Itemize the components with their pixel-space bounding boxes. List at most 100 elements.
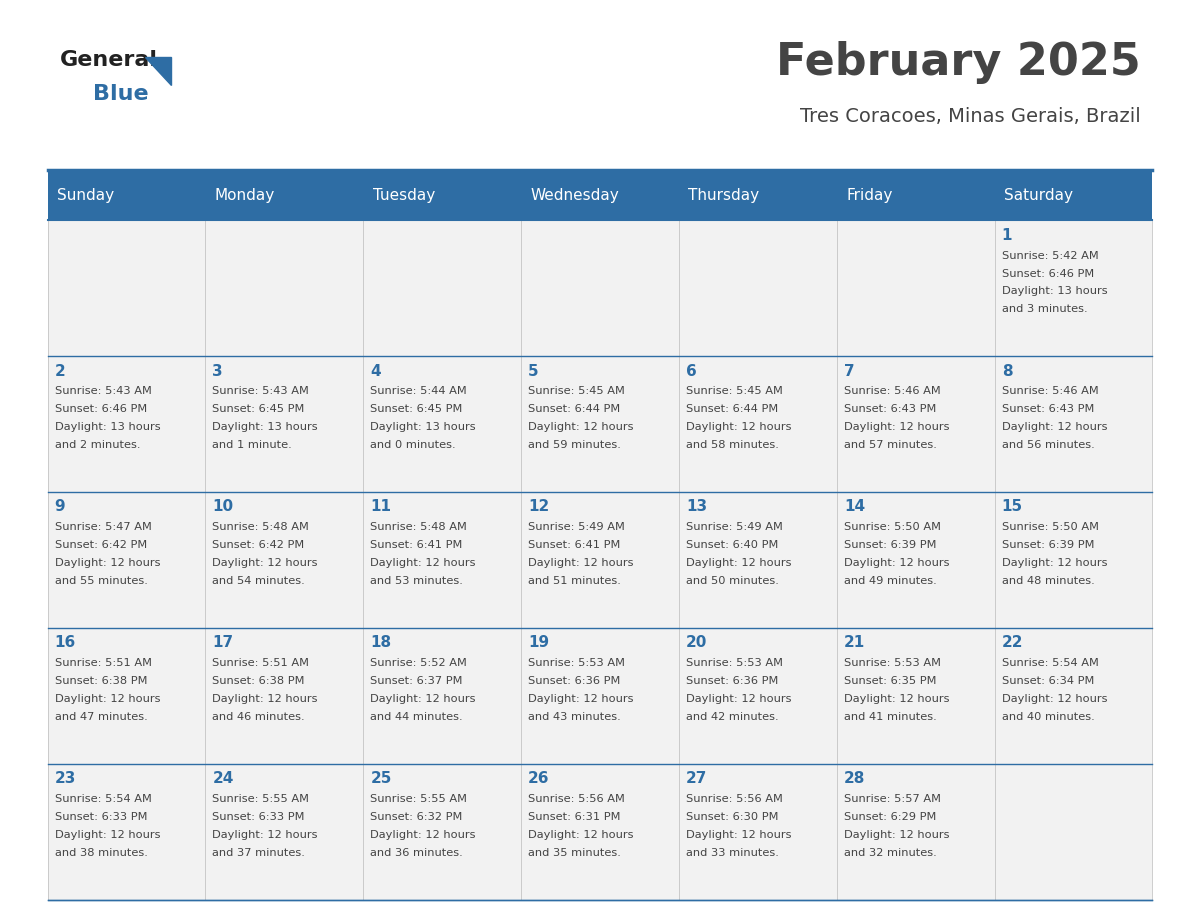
Bar [48, 356, 206, 492]
Text: Daylight: 12 hours: Daylight: 12 hours [529, 558, 633, 568]
Bar [994, 492, 1152, 628]
Text: and 56 minutes.: and 56 minutes. [1001, 441, 1094, 450]
Bar [522, 220, 678, 356]
Text: and 38 minutes.: and 38 minutes. [55, 847, 147, 857]
Text: and 49 minutes.: and 49 minutes. [843, 577, 936, 586]
Text: Daylight: 12 hours: Daylight: 12 hours [213, 830, 318, 840]
Text: 9: 9 [55, 499, 65, 514]
Text: 10: 10 [213, 499, 234, 514]
Text: Daylight: 12 hours: Daylight: 12 hours [55, 558, 160, 568]
Bar [48, 170, 1152, 220]
Text: Sunrise: 5:52 AM: Sunrise: 5:52 AM [371, 658, 467, 668]
Text: Sunday: Sunday [57, 187, 114, 203]
Text: Sunset: 6:40 PM: Sunset: 6:40 PM [685, 540, 778, 550]
Text: and 55 minutes.: and 55 minutes. [55, 577, 147, 586]
Text: Sunset: 6:43 PM: Sunset: 6:43 PM [1001, 405, 1094, 414]
Text: Sunrise: 5:43 AM: Sunrise: 5:43 AM [55, 386, 152, 397]
Text: Thursday: Thursday [688, 187, 759, 203]
Text: and 36 minutes.: and 36 minutes. [371, 847, 463, 857]
Text: Daylight: 12 hours: Daylight: 12 hours [529, 830, 633, 840]
Text: and 35 minutes.: and 35 minutes. [529, 847, 621, 857]
Text: Sunset: 6:35 PM: Sunset: 6:35 PM [843, 676, 936, 686]
Text: Daylight: 13 hours: Daylight: 13 hours [371, 422, 476, 432]
Bar [364, 220, 522, 356]
Bar [994, 628, 1152, 764]
Bar [836, 628, 994, 764]
Text: Sunrise: 5:56 AM: Sunrise: 5:56 AM [685, 794, 783, 804]
Text: Sunset: 6:41 PM: Sunset: 6:41 PM [371, 540, 462, 550]
Bar [206, 356, 364, 492]
Text: and 41 minutes.: and 41 minutes. [843, 712, 936, 722]
Text: Sunset: 6:38 PM: Sunset: 6:38 PM [55, 676, 147, 686]
Text: 2: 2 [55, 364, 65, 378]
Text: Sunrise: 5:50 AM: Sunrise: 5:50 AM [1001, 522, 1099, 532]
Text: Monday: Monday [215, 187, 276, 203]
Text: and 47 minutes.: and 47 minutes. [55, 712, 147, 722]
Text: 12: 12 [529, 499, 549, 514]
Text: and 33 minutes.: and 33 minutes. [685, 847, 779, 857]
Text: and 44 minutes.: and 44 minutes. [371, 712, 463, 722]
Bar [48, 492, 206, 628]
Text: Sunset: 6:33 PM: Sunset: 6:33 PM [55, 812, 147, 822]
Text: and 3 minutes.: and 3 minutes. [1001, 305, 1087, 314]
Text: Daylight: 12 hours: Daylight: 12 hours [843, 422, 949, 432]
Text: and 0 minutes.: and 0 minutes. [371, 441, 456, 450]
Text: 24: 24 [213, 771, 234, 786]
Bar [678, 492, 836, 628]
Text: 16: 16 [55, 635, 76, 650]
Text: and 32 minutes.: and 32 minutes. [843, 847, 936, 857]
Text: Daylight: 12 hours: Daylight: 12 hours [371, 830, 476, 840]
Text: Daylight: 13 hours: Daylight: 13 hours [213, 422, 318, 432]
Text: Daylight: 13 hours: Daylight: 13 hours [55, 422, 160, 432]
Bar [48, 220, 206, 356]
Text: 4: 4 [371, 364, 381, 378]
Text: Sunrise: 5:44 AM: Sunrise: 5:44 AM [371, 386, 467, 397]
Text: Daylight: 12 hours: Daylight: 12 hours [371, 694, 476, 704]
Text: Blue: Blue [93, 84, 148, 105]
Text: Daylight: 12 hours: Daylight: 12 hours [843, 830, 949, 840]
Text: Tuesday: Tuesday [373, 187, 435, 203]
Text: Daylight: 12 hours: Daylight: 12 hours [213, 694, 318, 704]
Bar [522, 492, 678, 628]
Text: Sunset: 6:36 PM: Sunset: 6:36 PM [529, 676, 620, 686]
Text: 6: 6 [685, 364, 696, 378]
Text: 15: 15 [1001, 499, 1023, 514]
Text: February 2025: February 2025 [776, 41, 1140, 84]
Text: Sunset: 6:39 PM: Sunset: 6:39 PM [843, 540, 936, 550]
Text: 22: 22 [1001, 635, 1023, 650]
Text: Sunset: 6:44 PM: Sunset: 6:44 PM [529, 405, 620, 414]
Text: 17: 17 [213, 635, 234, 650]
Text: Daylight: 12 hours: Daylight: 12 hours [529, 422, 633, 432]
Text: Sunrise: 5:53 AM: Sunrise: 5:53 AM [685, 658, 783, 668]
Text: and 53 minutes.: and 53 minutes. [371, 577, 463, 586]
Text: 19: 19 [529, 635, 549, 650]
Bar [522, 628, 678, 764]
Text: Sunrise: 5:46 AM: Sunrise: 5:46 AM [843, 386, 941, 397]
Text: Tres Coracoes, Minas Gerais, Brazil: Tres Coracoes, Minas Gerais, Brazil [800, 107, 1140, 127]
Text: Sunset: 6:41 PM: Sunset: 6:41 PM [529, 540, 620, 550]
Text: Sunrise: 5:51 AM: Sunrise: 5:51 AM [55, 658, 152, 668]
Bar [48, 764, 206, 900]
Text: and 43 minutes.: and 43 minutes. [529, 712, 621, 722]
Text: and 58 minutes.: and 58 minutes. [685, 441, 779, 450]
Text: 14: 14 [843, 499, 865, 514]
Bar [678, 220, 836, 356]
Text: Sunrise: 5:51 AM: Sunrise: 5:51 AM [213, 658, 310, 668]
Text: 11: 11 [371, 499, 391, 514]
Text: Sunset: 6:32 PM: Sunset: 6:32 PM [371, 812, 462, 822]
Text: 3: 3 [213, 364, 223, 378]
Text: 8: 8 [1001, 364, 1012, 378]
Text: and 59 minutes.: and 59 minutes. [529, 441, 621, 450]
Text: Sunset: 6:42 PM: Sunset: 6:42 PM [55, 540, 147, 550]
Text: Sunrise: 5:53 AM: Sunrise: 5:53 AM [843, 658, 941, 668]
Text: Sunrise: 5:54 AM: Sunrise: 5:54 AM [55, 794, 152, 804]
Text: Sunrise: 5:49 AM: Sunrise: 5:49 AM [685, 522, 783, 532]
Text: Sunrise: 5:55 AM: Sunrise: 5:55 AM [371, 794, 467, 804]
Text: Daylight: 12 hours: Daylight: 12 hours [685, 422, 791, 432]
Text: Daylight: 12 hours: Daylight: 12 hours [1001, 694, 1107, 704]
Text: and 54 minutes.: and 54 minutes. [213, 577, 305, 586]
Text: Sunset: 6:36 PM: Sunset: 6:36 PM [685, 676, 778, 686]
Text: Sunrise: 5:54 AM: Sunrise: 5:54 AM [1001, 658, 1099, 668]
Bar [364, 356, 522, 492]
Text: Sunset: 6:38 PM: Sunset: 6:38 PM [213, 676, 305, 686]
